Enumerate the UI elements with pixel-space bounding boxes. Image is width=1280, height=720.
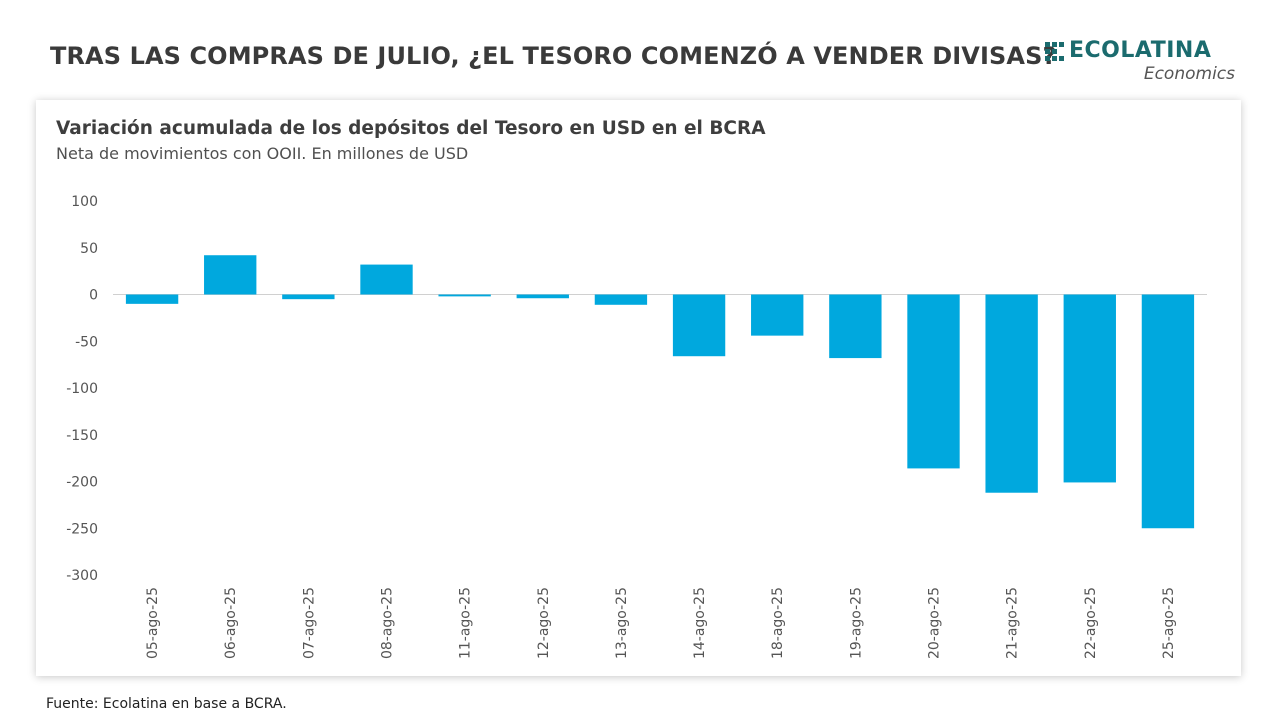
x-tick-label: 19-ago-25	[848, 587, 864, 659]
y-tick-label: -200	[66, 475, 98, 491]
y-tick-label: -100	[66, 381, 98, 397]
x-tick-label: 21-ago-25	[1005, 587, 1021, 659]
x-tick-label: 06-ago-25	[223, 587, 239, 659]
bar	[985, 294, 1038, 493]
bar	[438, 294, 491, 297]
bar	[751, 294, 804, 336]
x-tick-label: 12-ago-25	[536, 587, 552, 659]
bar	[204, 255, 257, 295]
logo-name: ECOLATINA	[1069, 38, 1212, 63]
x-tick-label: 05-ago-25	[145, 587, 161, 659]
x-tick-label: 13-ago-25	[614, 587, 630, 659]
y-tick-label: -250	[66, 521, 98, 537]
bar	[282, 294, 335, 300]
x-tick-label: 18-ago-25	[770, 587, 786, 659]
x-tick-label: 25-ago-25	[1161, 587, 1177, 659]
bar	[594, 294, 648, 305]
x-tick-label: 14-ago-25	[692, 587, 708, 659]
chart-card: Variación acumulada de los depósitos del…	[36, 100, 1241, 676]
bar-chart: 100 50 0 -50 -100 -150 -200 -250 -300 05-ago-25 06…	[66, 194, 1207, 659]
y-tick-label: -300	[66, 568, 98, 584]
bar	[1141, 294, 1195, 529]
x-tick-label: 11-ago-25	[458, 587, 474, 659]
y-tick-label: 50	[80, 241, 98, 257]
bar	[125, 294, 179, 304]
y-tick-label: 0	[89, 288, 98, 304]
chart-title: Variación acumulada de los depósitos del…	[56, 118, 766, 139]
logo-grid-icon	[1045, 42, 1064, 61]
x-tick-label: 08-ago-25	[380, 587, 396, 659]
page-title: TRAS LAS COMPRAS DE JULIO, ¿EL TESORO CO…	[50, 42, 1057, 70]
y-tick-label: 100	[71, 194, 98, 210]
bar	[360, 264, 413, 295]
logo-subtitle: Economics	[1143, 64, 1235, 84]
y-tick-label: -150	[66, 428, 98, 444]
source-note: Fuente: Ecolatina en base a BCRA.	[46, 696, 287, 712]
bar	[672, 294, 726, 357]
bar	[829, 294, 882, 359]
bar	[516, 294, 569, 299]
chart-subtitle: Neta de movimientos con OOII. En millone…	[56, 144, 469, 163]
ecolatina-logo: ECOLATINA Economics	[1045, 38, 1235, 88]
y-tick-label: -50	[75, 334, 98, 350]
bar	[907, 294, 960, 469]
x-tick-label: 22-ago-25	[1083, 587, 1099, 659]
x-tick-label: 20-ago-25	[927, 587, 943, 659]
bar	[1063, 294, 1116, 483]
x-tick-label: 07-ago-25	[301, 587, 317, 659]
